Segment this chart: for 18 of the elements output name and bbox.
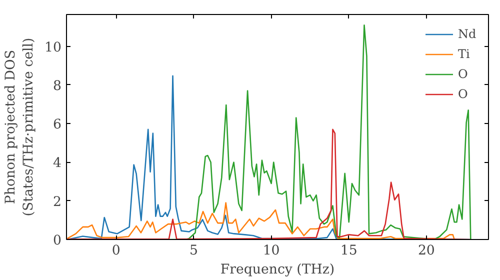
y-tick-label: 10 <box>44 40 62 56</box>
x-tick-label: 15 <box>340 244 358 258</box>
legend-label: O <box>458 87 469 101</box>
legend-label: Ti <box>458 47 471 61</box>
x-tick-label: 20 <box>418 244 435 258</box>
y-tick-label: 4 <box>53 156 62 172</box>
line-series <box>66 202 456 240</box>
y-axis-title: Phonon projected DOS (States/THz·primitive cell) <box>4 38 37 216</box>
x-axis-title: Frequency (THz) <box>220 262 335 278</box>
y-tick-label: 8 <box>53 78 62 94</box>
x-tick-label: 5 <box>189 244 198 258</box>
legend-label: O <box>458 67 469 81</box>
y-tick-label: 6 <box>53 118 62 133</box>
x-tick-label: 10 <box>262 244 280 258</box>
x-tick-label: 0 <box>112 244 120 258</box>
y-tick-label: 0 <box>53 234 62 248</box>
y-tick-label: 2 <box>53 194 62 210</box>
legend-label: Nd <box>458 27 478 41</box>
